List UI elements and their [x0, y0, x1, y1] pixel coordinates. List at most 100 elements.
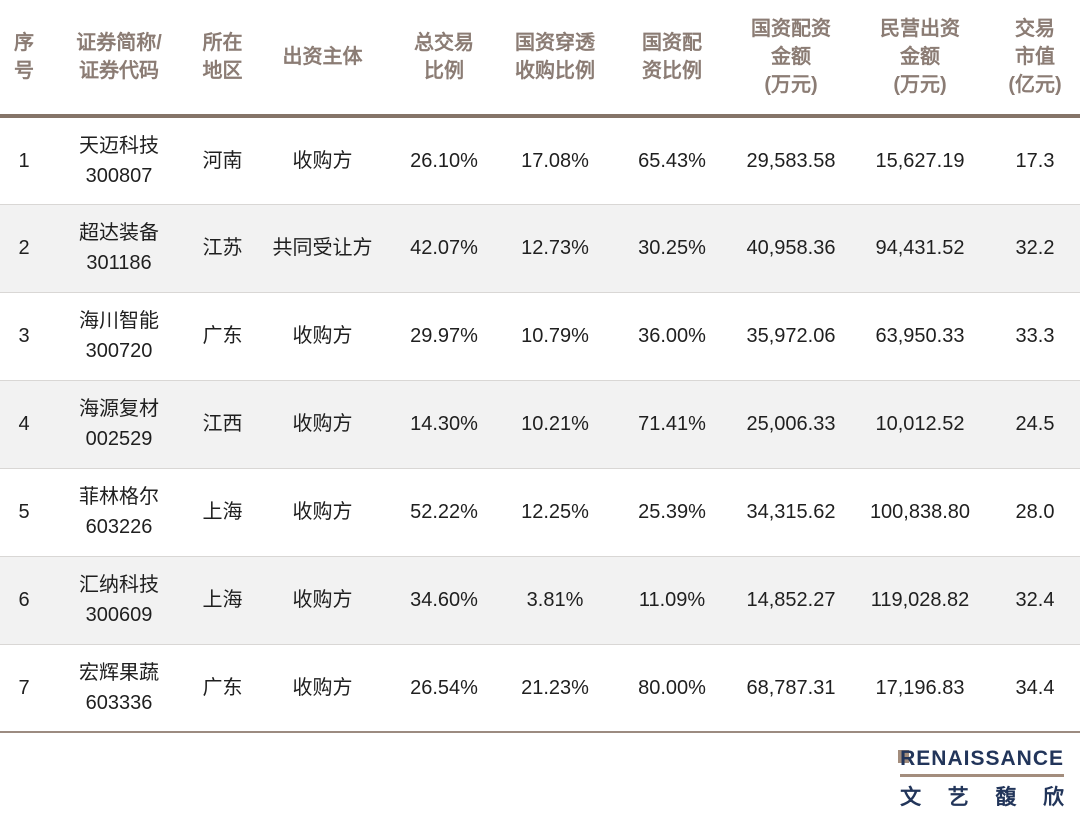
logo-cn-char: 馥 [995, 786, 1017, 809]
cell-allocation_ratio: 11.09% [612, 555, 732, 644]
table-row: 4 海源复材 002529 江西 收购方 14.30% 10.21% 71.41% 25,006… [0, 379, 1080, 468]
cell-penetration_ratio: 3.81% [498, 555, 612, 644]
logo-first-letter: R [900, 747, 917, 770]
cell-private_amount: 17,196.83 [850, 643, 990, 733]
cell-no: 1 [0, 116, 48, 204]
cell-name_code: 超达装备 301186 [48, 203, 190, 292]
logo-cn-char: 艺 [947, 786, 969, 809]
logo-chinese-name: 文艺馥欣 [900, 781, 1064, 811]
cell-allocation_amount: 34,315.62 [732, 467, 850, 556]
cell-total_ratio: 29.97% [390, 291, 498, 380]
cell-name_code: 天迈科技 300807 [48, 116, 190, 204]
cell-no: 3 [0, 291, 48, 380]
cell-penetration_ratio: 10.79% [498, 291, 612, 380]
security-code: 002529 [85, 428, 153, 450]
logo-en-text: ENAISSANCE [916, 747, 1064, 770]
cell-no: 2 [0, 203, 48, 292]
security-code: 300807 [85, 164, 153, 187]
cell-private_amount: 100,838.80 [850, 467, 990, 556]
cell-market_value: 33.3 [990, 291, 1080, 380]
column-header-no: 序 号 [0, 0, 48, 118]
security-code: 301186 [86, 252, 152, 274]
column-header-region: 所在 地区 [190, 0, 255, 118]
cell-name_code: 菲林格尔 603226 [48, 467, 190, 556]
logo-wordmark: RENAISSANCE [898, 747, 1064, 771]
cell-allocation_ratio: 80.00% [612, 643, 732, 733]
cell-penetration_ratio: 17.08% [498, 116, 612, 204]
logo-r-icon: R [898, 747, 917, 771]
cell-total_ratio: 26.10% [390, 116, 498, 204]
security-code: 603336 [85, 691, 153, 714]
cell-private_amount: 119,028.82 [850, 555, 990, 644]
cell-region: 上海 [190, 555, 255, 644]
logo-cn-char: 文 [900, 786, 922, 809]
security-code: 300609 [85, 604, 153, 626]
cell-region: 广东 [190, 291, 255, 380]
cell-private_amount: 10,012.52 [850, 379, 990, 468]
cell-entity: 收购方 [255, 291, 390, 380]
cell-name_code: 宏辉果蔬 603336 [48, 643, 190, 733]
cell-total_ratio: 42.07% [390, 203, 498, 292]
cell-no: 5 [0, 467, 48, 556]
column-header-penetration_ratio: 国资穿透 收购比例 [498, 0, 612, 118]
cell-entity: 收购方 [255, 643, 390, 733]
cell-name_code: 海川智能 300720 [48, 291, 190, 380]
column-header-allocation_ratio: 国资配 资比例 [612, 0, 732, 118]
table-row: 7 宏辉果蔬 603336 广东 收购方 26.54% 21.23% 80.00% 68,787… [0, 643, 1080, 733]
logo-divider [900, 774, 1064, 777]
table-header: 序 号证券简称/ 证券代码 所在 地区 出资主体 总交易 比例 国资穿透 收购比例 国资配… [0, 0, 1080, 118]
cell-region: 江西 [190, 379, 255, 468]
cell-total_ratio: 14.30% [390, 379, 498, 468]
security-name: 超达装备 [79, 222, 159, 244]
cell-entity: 共同受让方 [255, 203, 390, 292]
table-row: 3 海川智能 300720 广东 收购方 29.97% 10.79% 36.00% 35,972… [0, 291, 1080, 380]
cell-penetration_ratio: 12.25% [498, 467, 612, 556]
column-header-market_value: 交易 市值 (亿元) [990, 0, 1080, 118]
cell-penetration_ratio: 21.23% [498, 643, 612, 733]
cell-penetration_ratio: 12.73% [498, 203, 612, 292]
column-header-private_amount: 民营出资 金额 (万元) [850, 0, 990, 118]
column-header-name_code: 证券简称/ 证券代码 [48, 0, 190, 118]
security-name: 宏辉果蔬 [79, 661, 159, 684]
cell-region: 上海 [190, 467, 255, 556]
cell-total_ratio: 52.22% [390, 467, 498, 556]
cell-market_value: 28.0 [990, 467, 1080, 556]
cell-market_value: 34.4 [990, 643, 1080, 733]
cell-allocation_amount: 35,972.06 [732, 291, 850, 380]
cell-market_value: 17.3 [990, 116, 1080, 204]
cell-total_ratio: 34.60% [390, 555, 498, 644]
cell-allocation_amount: 25,006.33 [732, 379, 850, 468]
cell-allocation_ratio: 71.41% [612, 379, 732, 468]
cell-allocation_amount: 40,958.36 [732, 203, 850, 292]
cell-allocation_amount: 14,852.27 [732, 555, 850, 644]
cell-name_code: 汇纳科技 300609 [48, 555, 190, 644]
cell-allocation_amount: 29,583.58 [732, 116, 850, 204]
cell-region: 河南 [190, 116, 255, 204]
security-name: 汇纳科技 [79, 574, 159, 596]
cell-entity: 收购方 [255, 467, 390, 556]
cell-private_amount: 63,950.33 [850, 291, 990, 380]
cell-market_value: 32.4 [990, 555, 1080, 644]
footer: RENAISSANCE 文 艺 馥 欣 [0, 733, 1080, 825]
security-code: 603226 [85, 516, 153, 538]
table-row: 2 超达装备 301186 江苏 共同受让方 42.07% 12.73% 30.25% 40,9… [0, 203, 1080, 292]
cell-region: 广东 [190, 643, 255, 733]
column-header-entity: 出资主体 [255, 0, 390, 118]
cell-entity: 收购方 [255, 555, 390, 644]
table-row: 5 菲林格尔 603226 上海 收购方 52.22% 12.25% 25.39% 34,315… [0, 467, 1080, 556]
security-name: 菲林格尔 [79, 486, 159, 508]
cell-allocation_ratio: 36.00% [612, 291, 732, 380]
table-header-row: 序 号证券简称/ 证券代码 所在 地区 出资主体 总交易 比例 国资穿透 收购比例 国资配… [0, 0, 1080, 118]
security-code: 300720 [85, 340, 153, 362]
security-name: 海川智能 [79, 310, 159, 332]
cell-private_amount: 94,431.52 [850, 203, 990, 292]
logo-cn-char: 欣 [1043, 786, 1064, 809]
security-name: 海源复材 [79, 398, 159, 420]
cell-market_value: 24.5 [990, 379, 1080, 468]
table-body: 1 天迈科技 300807 河南 收购方 26.10% 17.08% 65.43% 29,583… [0, 116, 1080, 733]
cell-no: 4 [0, 379, 48, 468]
cell-total_ratio: 26.54% [390, 643, 498, 733]
renaissance-logo: RENAISSANCE 文 艺 馥 欣 [898, 747, 1064, 811]
cell-entity: 收购方 [255, 116, 390, 204]
table-row: 6 汇纳科技 300609 上海 收购方 34.60% 3.81% 11.09% 14,852.… [0, 555, 1080, 644]
